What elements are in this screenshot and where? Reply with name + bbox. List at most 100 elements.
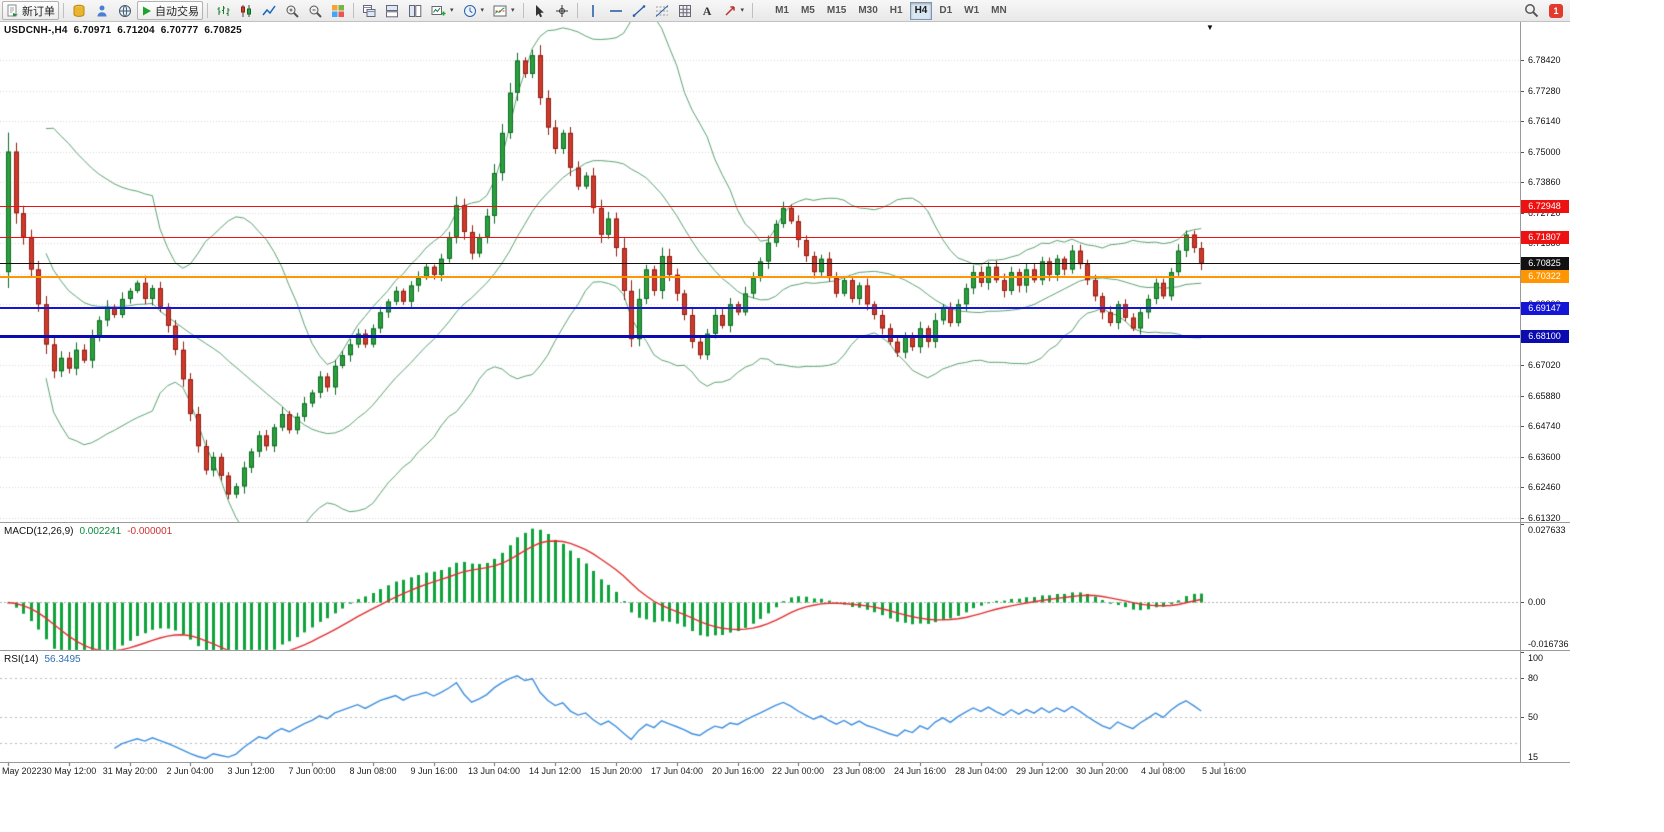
zoom-in-button[interactable] xyxy=(281,1,303,20)
zoom-out-button[interactable] xyxy=(304,1,326,20)
chevron-down-icon: ▾ xyxy=(511,7,515,14)
timeframe-H1[interactable]: H1 xyxy=(889,5,903,16)
time-axis-label: 17 Jun 04:00 xyxy=(650,766,704,776)
globe-icon xyxy=(119,4,131,17)
tile-horizontal-icon xyxy=(386,4,398,17)
timeframe-D1[interactable]: D1 xyxy=(939,5,953,16)
time-axis-label: 13 Jun 04:00 xyxy=(467,766,521,776)
time-axis-label: 30 May 12:00 xyxy=(41,766,97,776)
panel-splitter-rsi[interactable] xyxy=(0,650,1570,651)
price-axis-border xyxy=(1520,22,1521,762)
vertical-line-button[interactable] xyxy=(582,1,604,20)
price-level-line xyxy=(0,237,1520,238)
search-icon xyxy=(1525,4,1539,18)
cursor-button[interactable] xyxy=(528,1,550,20)
shapes-button[interactable] xyxy=(674,1,696,20)
trendline-button[interactable] xyxy=(628,1,650,20)
macd-axis-tickmark xyxy=(1520,524,1524,525)
rsi-axis-tickmark xyxy=(1520,652,1524,653)
price-level-line xyxy=(0,276,1520,278)
price-tag: 6.69147 xyxy=(1520,302,1569,315)
macd-axis-label: -0.016736 xyxy=(1528,639,1569,649)
timeframe-W1[interactable]: W1 xyxy=(964,5,980,16)
price-axis-tickmark xyxy=(1520,396,1524,397)
time-axis-label: 30 Jun 20:00 xyxy=(1075,766,1129,776)
price-axis-label: 6.73860 xyxy=(1528,177,1561,187)
timeframe-M30[interactable]: M30 xyxy=(858,5,878,16)
tile-windows-button[interactable] xyxy=(327,1,349,20)
chart-open-value: 6.70971 xyxy=(73,25,112,36)
price-axis-tickmark xyxy=(1520,213,1524,214)
time-axis-label: 9 Jun 16:00 xyxy=(410,766,458,776)
market-watch-button[interactable] xyxy=(68,1,90,20)
time-axis-label: 20 Jun 16:00 xyxy=(711,766,765,776)
timeframe-M15[interactable]: M15 xyxy=(826,5,847,16)
fibonacci-button[interactable] xyxy=(651,1,673,20)
timeframe-M5[interactable]: M5 xyxy=(800,5,815,16)
autotrade-button[interactable]: 自动交易 xyxy=(137,1,203,20)
macd-main-value: 0.002241 xyxy=(79,526,122,537)
trendline-icon xyxy=(632,4,645,17)
tile-horizontal-button[interactable] xyxy=(381,1,403,20)
new-order-button[interactable]: 新订单 xyxy=(2,1,59,20)
toolbar-right-group: 1 xyxy=(1520,1,1568,20)
indicators-button[interactable]: ▾ xyxy=(489,1,519,20)
price-tag: 6.71807 xyxy=(1520,231,1569,244)
horizontal-line-icon xyxy=(609,9,622,12)
price-axis-label: 6.75000 xyxy=(1528,147,1561,157)
tile-vertical-button[interactable] xyxy=(404,1,426,20)
crosshair-button[interactable] xyxy=(551,1,573,20)
macd-name: MACD(12,26,9) xyxy=(4,526,74,537)
price-tag: 6.70322 xyxy=(1520,270,1569,283)
web-community-button[interactable] xyxy=(114,1,136,20)
price-tag: 6.68100 xyxy=(1520,330,1569,343)
ohlc-bars-button[interactable] xyxy=(212,1,234,20)
macd-axis-label: 0.027633 xyxy=(1528,525,1566,535)
price-level-line xyxy=(0,206,1520,207)
time-axis-separator xyxy=(0,762,1570,763)
toolbar-separator xyxy=(576,3,578,18)
accounts-button[interactable] xyxy=(91,1,113,20)
notification-badge[interactable]: 1 xyxy=(1549,3,1563,18)
new-chart-button[interactable]: ▾ xyxy=(427,1,458,20)
arrows-button[interactable]: ▾ xyxy=(719,1,749,20)
price-axis-label: 6.76140 xyxy=(1528,116,1561,126)
candlestick-button[interactable] xyxy=(235,1,257,20)
ohlc-bars-icon xyxy=(217,5,230,16)
time-axis-label: 31 May 20:00 xyxy=(102,766,158,776)
price-axis-label: 6.72720 xyxy=(1528,208,1561,218)
chart-shift-marker[interactable]: ▼ xyxy=(1206,23,1214,32)
time-axis-label: 28 Jun 04:00 xyxy=(954,766,1008,776)
panel-splitter-macd[interactable] xyxy=(0,522,1570,523)
user-icon xyxy=(97,5,107,16)
tile-vertical-icon xyxy=(409,4,422,17)
macd-indicator-label: MACD(12,26,9) 0.002241 -0.000001 xyxy=(4,526,172,537)
price-axis-label: 6.62460 xyxy=(1528,482,1561,492)
zoom-in-icon xyxy=(286,5,299,18)
time-axis-label: 14 Jun 12:00 xyxy=(528,766,582,776)
indicators-icon xyxy=(493,5,507,16)
search-button[interactable] xyxy=(1520,1,1543,20)
toolbar-separator xyxy=(63,3,64,18)
macd-signal-value: -0.000001 xyxy=(127,526,173,537)
text-tool-button[interactable]: A xyxy=(697,1,718,20)
timeframe-M1[interactable]: M1 xyxy=(775,5,789,16)
rsi-indicator-label: RSI(14) 56.3495 xyxy=(4,654,81,665)
chart-window: USDCNH-,H4 6.70971 6.71204 6.70777 6.708… xyxy=(0,22,1570,780)
timeframe-MN[interactable]: MN xyxy=(991,5,1007,16)
timeframe-H4[interactable]: H4 xyxy=(909,1,933,20)
main-toolbar: 新订单 自动交易 xyxy=(0,0,1570,22)
price-chart-canvas[interactable] xyxy=(0,22,1520,780)
cascade-windows-button[interactable] xyxy=(358,1,380,20)
line-chart-button[interactable] xyxy=(258,1,280,20)
time-axis-label: 3 Jun 12:00 xyxy=(227,766,275,776)
price-axis-tickmark xyxy=(1520,487,1524,488)
candlestick-icon xyxy=(241,4,251,17)
price-axis-label: 6.77280 xyxy=(1528,86,1561,96)
price-axis-tickmark xyxy=(1520,60,1524,61)
horizontal-line-button[interactable] xyxy=(605,1,627,20)
chart-period-button[interactable]: ▾ xyxy=(459,1,489,20)
time-axis-label: 29 Jun 12:00 xyxy=(1015,766,1069,776)
macd-axis-label: 0.00 xyxy=(1528,597,1546,607)
